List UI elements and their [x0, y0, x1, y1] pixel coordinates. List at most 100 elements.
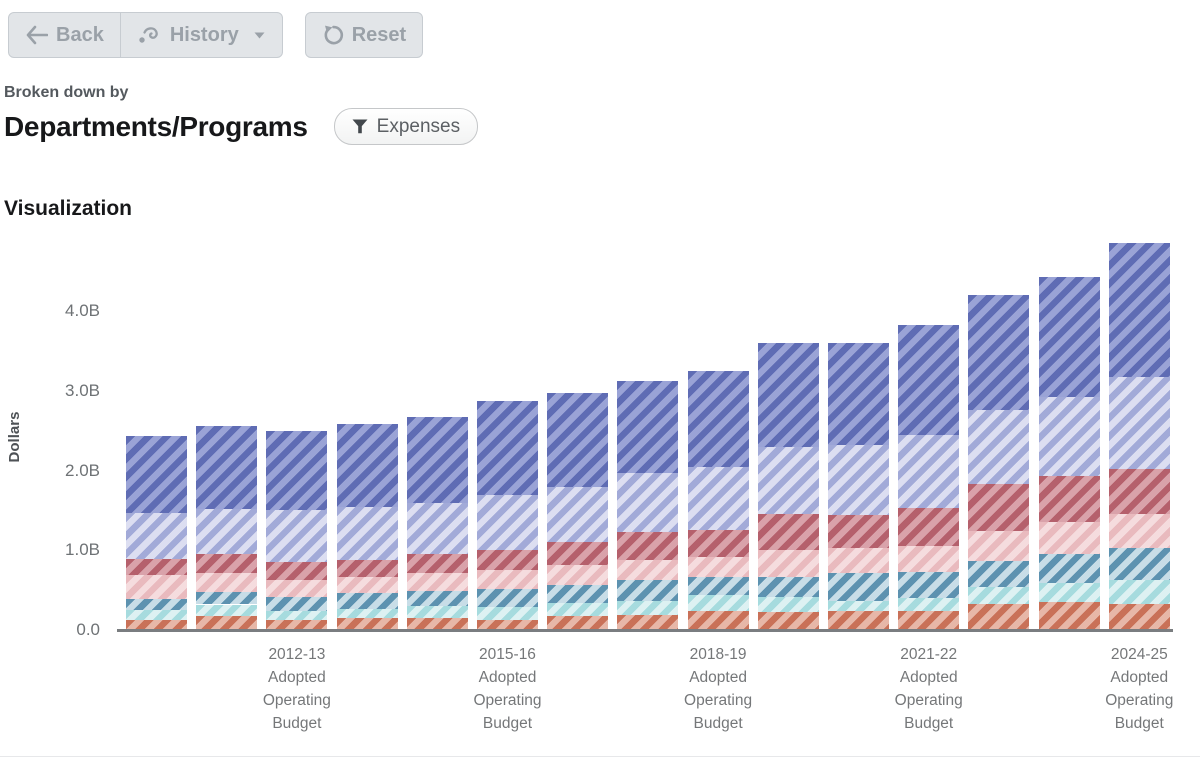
segment-blue[interactable] — [898, 324, 960, 435]
segment-purple-light[interactable] — [126, 512, 187, 560]
segment-pink-light[interactable] — [828, 547, 889, 574]
segment-red[interactable] — [196, 554, 258, 573]
segment-orange[interactable] — [336, 618, 398, 630]
segment-teal[interactable] — [968, 560, 1030, 587]
segment-pink-light[interactable] — [1108, 513, 1170, 548]
segment-pink-light[interactable] — [617, 559, 679, 580]
back-button[interactable]: Back — [8, 12, 121, 58]
segment-pink-light[interactable] — [126, 575, 187, 599]
expenses-filter-pill[interactable]: Expenses — [333, 108, 479, 145]
segment-red[interactable] — [336, 559, 398, 578]
segment-purple-light[interactable] — [266, 509, 328, 563]
segment-purple-light[interactable] — [757, 446, 819, 514]
segment-orange[interactable] — [1108, 603, 1170, 630]
segment-teal[interactable] — [336, 592, 398, 610]
segment-pink-light[interactable] — [266, 579, 328, 597]
segment-blue[interactable] — [757, 343, 819, 447]
segment-pink-light[interactable] — [687, 556, 749, 578]
segment-blue[interactable] — [828, 343, 889, 446]
segment-red[interactable] — [477, 549, 538, 571]
segment-purple-light[interactable] — [1108, 376, 1170, 470]
segment-purple-light[interactable] — [828, 445, 889, 516]
segment-cyan-light[interactable] — [968, 586, 1030, 604]
segment-orange[interactable] — [477, 619, 538, 630]
segment-blue[interactable] — [336, 424, 398, 508]
segment-teal[interactable] — [126, 598, 187, 611]
segment-cyan-light[interactable] — [898, 598, 960, 611]
segment-blue[interactable] — [687, 371, 749, 468]
segment-purple-light[interactable] — [196, 508, 258, 555]
segment-cyan-light[interactable] — [617, 601, 679, 615]
segment-blue[interactable] — [477, 401, 538, 495]
segment-red[interactable] — [266, 562, 328, 580]
segment-red[interactable] — [617, 532, 679, 560]
segment-cyan-light[interactable] — [757, 596, 819, 613]
segment-cyan-light[interactable] — [828, 601, 889, 611]
segment-orange[interactable] — [196, 615, 258, 630]
segment-red[interactable] — [687, 529, 749, 557]
segment-red[interactable] — [547, 542, 609, 565]
segment-red[interactable] — [828, 515, 889, 548]
segment-blue[interactable] — [126, 436, 187, 513]
segment-teal[interactable] — [828, 573, 889, 602]
history-button[interactable]: History — [119, 12, 283, 58]
segment-purple-light[interactable] — [617, 473, 679, 532]
segment-blue[interactable] — [196, 426, 258, 509]
segment-teal[interactable] — [477, 588, 538, 607]
segment-purple-light[interactable] — [898, 434, 960, 509]
segment-orange[interactable] — [968, 603, 1030, 630]
segment-pink-light[interactable] — [547, 564, 609, 585]
segment-cyan-light[interactable] — [196, 604, 258, 616]
segment-orange[interactable] — [617, 614, 679, 630]
segment-orange[interactable] — [757, 612, 819, 630]
segment-teal[interactable] — [266, 596, 328, 611]
segment-pink-light[interactable] — [477, 570, 538, 589]
reset-button[interactable]: Reset — [304, 12, 424, 58]
segment-red[interactable] — [1038, 476, 1100, 522]
segment-red[interactable] — [126, 559, 187, 576]
segment-teal[interactable] — [547, 584, 609, 603]
segment-orange[interactable] — [687, 610, 749, 630]
segment-red[interactable] — [968, 484, 1030, 532]
segment-pink-light[interactable] — [757, 549, 819, 577]
segment-cyan-light[interactable] — [126, 610, 187, 620]
segment-blue[interactable] — [1108, 242, 1170, 377]
segment-blue[interactable] — [547, 393, 609, 488]
segment-blue[interactable] — [968, 295, 1030, 411]
segment-orange[interactable] — [828, 610, 889, 630]
segment-orange[interactable] — [1038, 602, 1100, 630]
segment-cyan-light[interactable] — [406, 606, 468, 619]
segment-cyan-light[interactable] — [477, 606, 538, 620]
segment-teal[interactable] — [617, 579, 679, 602]
segment-teal[interactable] — [1038, 554, 1100, 583]
segment-cyan-light[interactable] — [547, 602, 609, 616]
segment-cyan-light[interactable] — [1038, 583, 1100, 603]
segment-purple-light[interactable] — [477, 494, 538, 550]
segment-blue[interactable] — [406, 417, 468, 504]
segment-pink-light[interactable] — [406, 572, 468, 591]
segment-pink-light[interactable] — [1038, 521, 1100, 555]
segment-orange[interactable] — [126, 619, 187, 630]
segment-pink-light[interactable] — [898, 546, 960, 572]
segment-blue[interactable] — [266, 430, 328, 510]
segment-teal[interactable] — [1108, 547, 1170, 580]
segment-blue[interactable] — [1038, 277, 1100, 398]
segment-cyan-light[interactable] — [687, 594, 749, 611]
segment-orange[interactable] — [266, 619, 328, 630]
segment-teal[interactable] — [406, 590, 468, 607]
segment-blue[interactable] — [617, 380, 679, 474]
segment-cyan-light[interactable] — [1108, 579, 1170, 604]
segment-red[interactable] — [1108, 469, 1170, 514]
segment-orange[interactable] — [406, 618, 468, 630]
segment-purple-light[interactable] — [1038, 397, 1100, 477]
segment-pink-light[interactable] — [196, 572, 258, 592]
segment-purple-light[interactable] — [968, 410, 1030, 485]
segment-pink-light[interactable] — [968, 531, 1030, 561]
segment-cyan-light[interactable] — [336, 609, 398, 619]
segment-orange[interactable] — [547, 615, 609, 630]
segment-cyan-light[interactable] — [266, 610, 328, 620]
segment-pink-light[interactable] — [336, 577, 398, 593]
segment-purple-light[interactable] — [687, 467, 749, 530]
segment-teal[interactable] — [687, 577, 749, 595]
segment-purple-light[interactable] — [406, 503, 468, 554]
